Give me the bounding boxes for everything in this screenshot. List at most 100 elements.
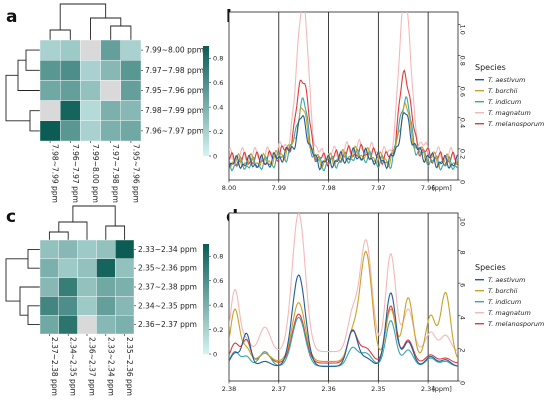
row-label: 7.95~7.96 ppm (145, 86, 204, 95)
dendrogram-branch (49, 29, 71, 40)
y-tick-label: 0.8 (459, 56, 467, 66)
heatmap-c: 2.33~2.34 ppm 2.35~2.36 ppm 2.37~2.38 ppm 2… (5, 205, 223, 396)
heatmap-cell (96, 296, 116, 316)
series-line (229, 102, 458, 169)
heatmap-cell (77, 315, 97, 335)
row-label: 2.35~2.36 ppm (138, 264, 197, 273)
heatmap-cell (39, 60, 61, 81)
heatmap-cell (96, 277, 116, 297)
heatmap-cell (96, 315, 116, 335)
column-label: 2.34~2.35 ppm (69, 337, 78, 396)
dendrogram-branch (58, 221, 88, 240)
x-tick-label: 7.98 (321, 184, 335, 192)
y-tick-label: 6 (459, 283, 467, 287)
heatmap-cell (60, 100, 81, 121)
column-dendrogram (49, 3, 132, 40)
row-dendrogram (5, 49, 40, 132)
heatmap-cell (60, 60, 81, 81)
series-line (229, 112, 458, 171)
colorbar-tick-label: 0.6 (213, 277, 223, 285)
series-line (229, 250, 458, 362)
panel-letter-c: c (6, 207, 16, 227)
colorbar-tick-label: 0.8 (213, 253, 223, 261)
heatmap-a: 7.99~8.00 ppm 7.97~7.98 ppm 7.95~7.96 ppm 7… (5, 3, 223, 203)
series-line (229, 316, 458, 367)
colorbar-tick-label: 0 (213, 152, 217, 160)
colorbar-tick-label: 0 (213, 350, 217, 358)
y-tick-label: 0 (459, 180, 467, 184)
x-tick-label: 7.97 (371, 184, 385, 192)
heatmap-cell (39, 39, 61, 61)
legend-label: T. magnatum (488, 109, 531, 117)
line-chart-d: 2.38 2.37 2.36 2.35 2.34[ppm] 0 2 4 6 8 10 Species T… (222, 212, 544, 393)
dendrogram-branch (27, 248, 40, 269)
colorbar (203, 244, 209, 354)
y-tick-label: 0 (459, 381, 467, 385)
heatmap-cell (80, 100, 101, 121)
heatmap-cell (60, 120, 81, 142)
heatmap-cell (60, 80, 81, 101)
heatmap-cell (100, 60, 121, 81)
legend-label: T. melanosporum (488, 120, 544, 128)
legend-label: T. borchii (488, 287, 518, 295)
heatmap-cell (80, 39, 101, 61)
colorbar-tick-label: 0.4 (213, 301, 223, 309)
heatmap-cell (96, 239, 116, 259)
column-label: 2.36~2.37 ppm (88, 337, 97, 396)
heatmap-cell (120, 100, 142, 121)
legend-label: T. indicum (488, 98, 521, 106)
heatmap-cell (80, 80, 101, 101)
column-label: 2.35~2.36 ppm (125, 337, 134, 396)
dendrogram-branch (25, 49, 40, 71)
colorbar-tick-label: 0.4 (213, 103, 223, 111)
x-tick-label: 8.00 (222, 184, 236, 192)
heatmap-cell (77, 258, 97, 278)
row-label: 2.36~2.37 ppm (138, 320, 197, 329)
heatmap-cell (114, 296, 135, 316)
legend-label: T. indicum (488, 298, 521, 306)
x-unit-label: [ppm] (432, 184, 452, 192)
heatmap-cell (100, 120, 121, 142)
heatmap-cell (114, 277, 135, 297)
colorbar (203, 46, 209, 156)
colorbar-tick-label: 0.8 (213, 55, 223, 63)
heatmap-cell (39, 315, 59, 335)
dendrogram-branch (19, 286, 40, 316)
heatmap-cell (58, 239, 78, 259)
legend-label: T. melanosporum (488, 320, 544, 328)
heatmap-cell (39, 258, 59, 278)
x-tick-label: 7.99 (272, 184, 286, 192)
row-label: 7.99~8.00 ppm (145, 46, 204, 55)
row-label: 7.96~7.97 ppm (145, 126, 204, 135)
heatmap-cell (39, 120, 61, 142)
heatmap-cell (77, 239, 97, 259)
heatmap-cell (120, 80, 142, 101)
dendrogram-branch (105, 225, 126, 240)
heatmap-cell (100, 100, 121, 121)
x-tick-label: 2.34 (421, 385, 435, 393)
x-tick-label: 2.36 (321, 385, 335, 393)
y-tick-label: 0.6 (459, 87, 467, 97)
dendrogram-branch (17, 59, 40, 91)
x-tick-label: 7.96 (421, 184, 435, 192)
y-tick-label: 2 (459, 348, 467, 352)
heatmap-cell (58, 277, 78, 297)
y-tick-label: 1.0 (459, 24, 467, 34)
legend-label: T. magnatum (488, 309, 531, 317)
heatmap-cell (120, 60, 142, 81)
y-tick-label: 0.4 (459, 118, 467, 128)
heatmap-cell (39, 80, 61, 101)
heatmap-cell (39, 100, 61, 121)
row-label: 7.97~7.98 ppm (145, 66, 204, 75)
dendrogram-branch (29, 110, 40, 132)
dendrogram-branch (72, 205, 116, 226)
x-tick-label: 2.38 (222, 385, 236, 393)
heatmap-cell (120, 39, 142, 61)
dendrogram-branch (59, 3, 107, 30)
series-line (229, 213, 458, 353)
colorbar-tick-label: 0.2 (213, 326, 223, 334)
panel-letter-a: a (6, 7, 17, 27)
heatmap-cell (96, 258, 116, 278)
